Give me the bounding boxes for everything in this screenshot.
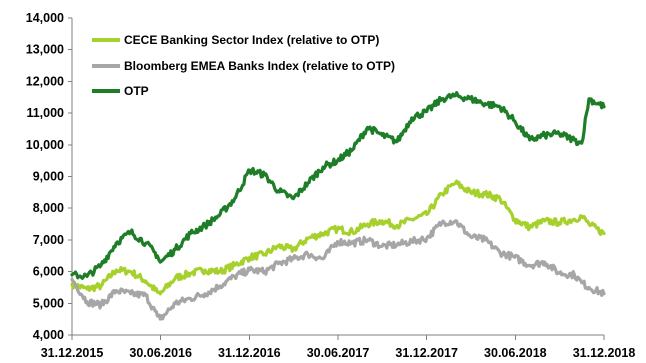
y-tick-label: 9,000 — [33, 170, 64, 184]
series-line-bloomberg — [70, 219, 606, 321]
x-tick-label: 30.06.2018 — [484, 346, 547, 360]
x-tick-label: 31.12.2018 — [573, 346, 636, 360]
y-tick-label: 10,000 — [26, 138, 64, 152]
x-tick-label: 30.06.2017 — [307, 346, 370, 360]
x-tick-label: 31.12.2017 — [395, 346, 458, 360]
y-tick-label: 5,000 — [33, 296, 64, 310]
y-tick-label: 13,000 — [26, 43, 64, 57]
y-tick-label: 4,000 — [33, 328, 64, 342]
series-lines — [70, 90, 606, 321]
legend-item-cece: CECE Banking Sector Index (relative to O… — [92, 33, 379, 47]
y-tick-label: 7,000 — [33, 233, 64, 247]
legend: CECE Banking Sector Index (relative to O… — [92, 33, 395, 98]
legend-label-cece: CECE Banking Sector Index (relative to O… — [124, 33, 379, 47]
y-tick-label: 11,000 — [26, 106, 64, 120]
y-tick-label: 14,000 — [26, 11, 64, 25]
x-tick-label: 31.12.2015 — [41, 346, 104, 360]
series-line-otp — [70, 90, 606, 280]
legend-item-bloomberg: Bloomberg EMEA Banks Index (relative to … — [92, 59, 395, 73]
series-line-cece — [70, 179, 606, 296]
legend-label-otp: OTP — [124, 84, 149, 98]
legend-label-bloomberg: Bloomberg EMEA Banks Index (relative to … — [124, 59, 395, 73]
legend-item-otp: OTP — [92, 84, 149, 98]
x-tick-label: 30.06.2016 — [129, 346, 192, 360]
x-tick-label: 31.12.2016 — [218, 346, 281, 360]
y-axis: 4,000 5,000 6,000 7,000 8,000 9,000 10,000 11,0… — [26, 11, 73, 342]
y-tick-label: 12,000 — [26, 74, 64, 88]
x-axis: 31.12.2015 30.06.2016 31.12.2016 30.06.2017… — [41, 334, 636, 360]
y-tick-label: 6,000 — [33, 265, 64, 279]
y-tick-label: 8,000 — [33, 201, 64, 215]
